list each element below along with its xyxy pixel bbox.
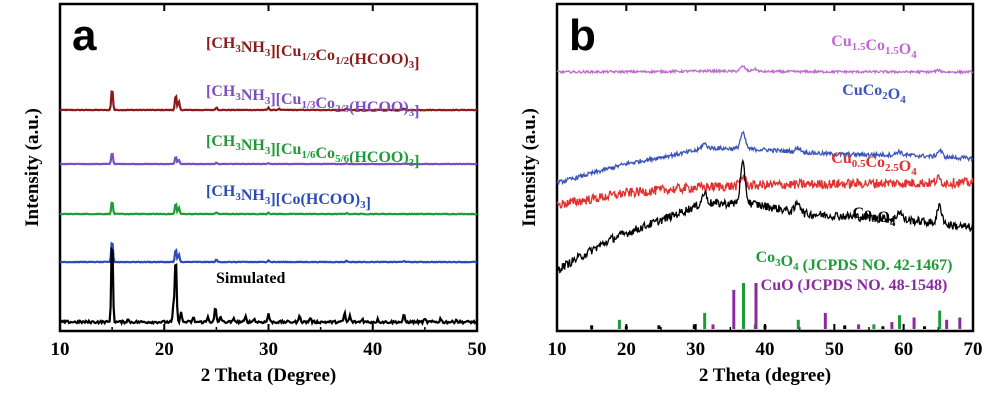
x-tick-label: 40: [363, 339, 382, 360]
x-tick-label: 30: [259, 339, 278, 360]
panel-b: 10 20 30 40 50 60 70 2 Theta (degree) Intensity …: [519, 2, 983, 386]
x-axis-label: 2 Theta (Degree): [201, 365, 336, 386]
x-tick-label: 10: [51, 339, 70, 360]
series-label: CuCo2O4: [842, 82, 906, 106]
x-tick-label: 60: [894, 339, 913, 360]
series-line: [59, 152, 478, 166]
x-axis-label: 2 Theta (degree): [699, 365, 831, 386]
series-label: [CH3NH3][Cu1/2Co1/2(HCOO)3]: [206, 35, 420, 72]
series-label: Simulated: [216, 270, 285, 287]
series-line: [556, 158, 974, 274]
series-line: [556, 130, 974, 186]
x-tick-label: 40: [756, 339, 775, 360]
x-tick-label: 30: [686, 339, 705, 360]
x-tick-label: 20: [155, 339, 174, 360]
x-tick-label: 20: [617, 339, 636, 360]
x-tick-label: 50: [468, 339, 487, 360]
series-line: [59, 241, 478, 264]
series-line: [556, 65, 974, 75]
series-line: [59, 201, 478, 216]
series-line: [556, 173, 974, 209]
x-tick-label: 70: [964, 339, 983, 360]
x-tick-label: 50: [825, 339, 844, 360]
series-line: [59, 90, 478, 112]
y-axis-label: Intensity (a.u.): [519, 108, 540, 227]
panel-letter: a: [72, 11, 97, 60]
series-label: [CH3NH3][Cu1/6Co5/6(HCOO)3]: [206, 133, 420, 170]
x-tick-label: 10: [548, 339, 567, 360]
reference-label-cuo: CuO (JCPDS NO. 48-1548): [761, 277, 948, 294]
panel-a: 10 20 30 40 50 2 Theta (Degree) Intensity (a.u…: [22, 2, 487, 386]
series-label: [CH3NH3][Cu1/3Co2/3(HCOO)3]: [206, 83, 420, 120]
series-label: Co3O4: [852, 205, 896, 229]
reference-label-co3o4: Co3O4 (JCPDS NO. 42-1467): [756, 249, 953, 274]
y-axis-label: Intensity (a.u.): [22, 108, 43, 227]
series-line: [59, 246, 478, 327]
series-label: Cu1.5Co1.5O4: [831, 33, 917, 61]
series-label: [CH3NH3][Co(HCOO)3]: [206, 183, 371, 212]
series-label: Cu0.5Co2.5O4: [831, 150, 917, 178]
panel-letter: b: [569, 11, 596, 60]
